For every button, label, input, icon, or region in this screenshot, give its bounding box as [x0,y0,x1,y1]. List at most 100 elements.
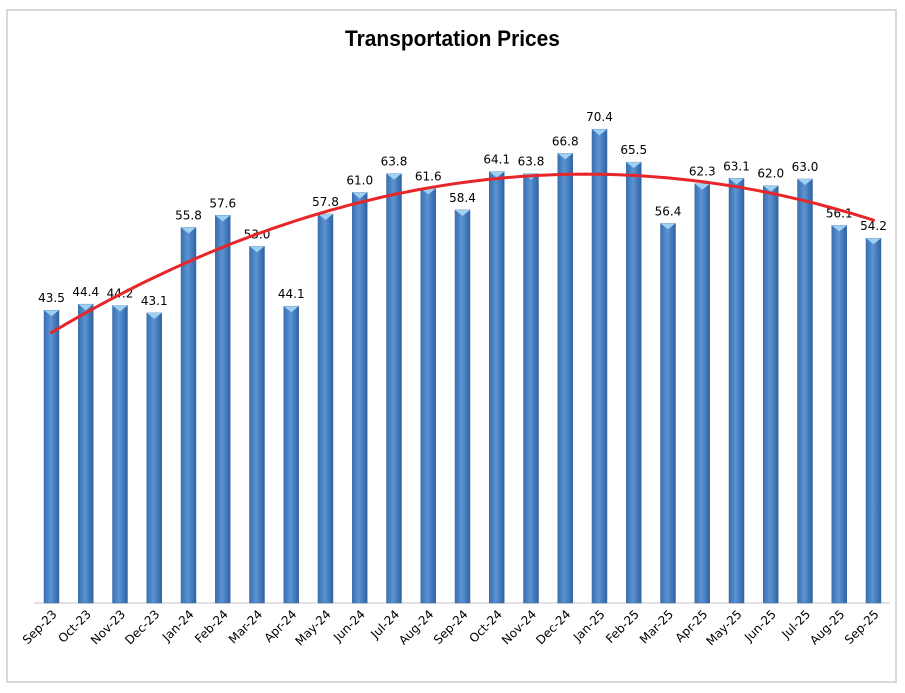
bar-Nov-23 [112,305,128,604]
x-tick-label: Dec-24 [533,607,573,647]
data-label: 63.8 [518,155,545,169]
data-label: 57.8 [312,195,339,209]
bar-Jul-25 [797,178,813,604]
data-label: 54.2 [860,219,887,233]
data-label: 56.1 [826,206,853,220]
bar [797,178,813,604]
bar-Jul-24 [386,173,402,604]
bar-cap [489,171,505,178]
data-label: 56.4 [655,204,682,218]
bar-Jun-24 [352,192,368,604]
bar-cap [592,129,607,136]
bar [317,213,334,604]
bar-cap [78,304,94,311]
bar-Oct-23 [78,303,94,604]
bar-cap [626,162,642,169]
bar-Aug-24 [420,188,436,604]
bar-cap [181,227,196,234]
bar [591,128,608,604]
bar-Sep-23 [43,309,60,604]
bar-Jan-24 [180,227,197,604]
bar-cap [763,185,779,192]
data-label: 64.1 [483,153,510,167]
x-tick-label: Mar-24 [226,607,265,646]
bar-May-24 [317,213,334,604]
x-tick-label: Oct-23 [55,607,93,645]
x-tick-label: Aug-25 [807,607,847,647]
bar-cap [318,214,333,221]
bar [557,153,573,604]
bar-cap [283,306,299,313]
bar [283,305,299,604]
bar-Sep-24 [454,209,471,604]
bar-cap [729,178,744,185]
bar-Apr-25 [694,183,710,604]
bar [763,185,779,604]
trendline [50,172,875,334]
bar-cap [694,183,710,190]
bar-cap [249,246,265,253]
bar-Mar-25 [660,223,676,604]
data-label: 62.3 [689,165,716,179]
bar-Oct-24 [489,171,505,604]
bar-Apr-24 [283,305,299,604]
bar [146,312,162,604]
x-tick-label: Jun-25 [741,607,779,645]
bar-cap [660,223,676,230]
data-label: 66.8 [552,134,579,148]
bar [43,309,60,604]
bar [831,225,847,604]
bar-cap [215,215,231,222]
x-tick-label: Feb-25 [603,607,642,646]
data-label: 43.5 [38,291,65,305]
data-label: 57.6 [209,196,236,210]
bar-Jun-25 [763,185,779,604]
bar-cap [146,312,162,319]
data-label: 55.8 [175,208,202,222]
data-label: 61.0 [346,173,373,187]
bar-Feb-24 [215,215,231,604]
bar-cap [866,238,881,245]
data-label: 44.1 [278,287,305,301]
bar-cap [44,310,59,317]
x-tick-label: Sep-23 [20,607,60,647]
x-tick-label: Feb-24 [192,607,231,646]
data-label: 62.0 [757,167,784,181]
data-label: 63.1 [723,159,750,173]
bar-May-25 [728,178,745,604]
bar [215,215,231,604]
data-label: 63.0 [792,160,819,174]
bar [728,178,745,604]
x-tick-label: Mar-25 [637,607,676,646]
x-tick-label: Aug-24 [396,607,436,647]
x-tick-label: Sep-25 [842,607,882,647]
bar [454,209,471,604]
bar [112,305,128,604]
x-tick-label: Oct-24 [466,607,504,645]
bar [249,246,265,604]
data-label: 65.5 [620,143,647,157]
data-label: 63.8 [381,155,408,169]
bar-cap [352,192,368,199]
data-label: 44.4 [72,285,99,299]
bar [694,183,710,604]
bar [660,223,676,604]
bar-Dec-23 [146,312,162,604]
bar [626,161,642,604]
x-tick-label: Jan-25 [570,607,608,645]
chart-title: Transportation Prices [345,26,560,51]
data-label: 70.4 [586,110,613,124]
bar-Nov-24 [523,173,539,604]
bar-cap [455,209,470,216]
bar [523,173,539,604]
x-tick-label: Nov-23 [88,607,128,647]
data-label: 61.6 [415,169,442,183]
bar-cap [386,173,402,180]
x-tick-label: Sep-24 [431,607,471,647]
bar [420,188,436,604]
x-tick-label: Jan-24 [159,607,197,645]
bar [865,237,882,604]
bar [78,303,94,604]
bar-Mar-24 [249,246,265,604]
